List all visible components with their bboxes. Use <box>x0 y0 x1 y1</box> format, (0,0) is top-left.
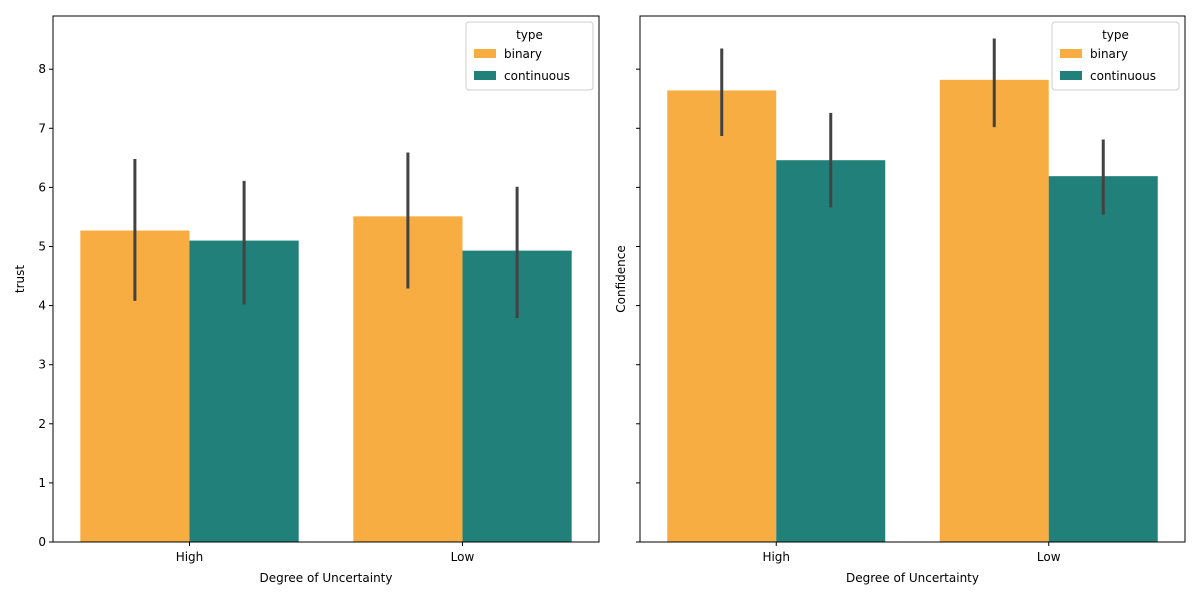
legend-box <box>465 21 594 91</box>
x-tick-label-high: High <box>762 550 790 564</box>
legend-label-binary: binary <box>1090 47 1128 61</box>
y-axis-label: trust <box>13 265 27 293</box>
legend: type binary continuous <box>465 21 594 91</box>
legend: type binary continuous <box>1051 21 1180 91</box>
legend-label-continuous: continuous <box>1090 69 1156 83</box>
axes-frame <box>52 15 600 543</box>
y-axis-label: Confidence <box>614 245 628 312</box>
y-tick-label: 0 <box>38 535 46 549</box>
y-tick-label: 7 <box>38 121 46 135</box>
legend-box <box>1051 21 1180 91</box>
chart-panel-2: High Low Degree of Uncertainty Confidence ty… <box>614 15 1186 585</box>
legend-title: type <box>516 28 543 42</box>
bar-continuous-high <box>776 160 886 543</box>
y-tick-label: 3 <box>38 358 46 372</box>
y-tick-label: 8 <box>38 62 46 76</box>
y-tick-label: 5 <box>38 239 46 253</box>
y-tick-label: 4 <box>38 299 46 313</box>
x-tick-label-low: Low <box>451 550 475 564</box>
legend-label-binary: binary <box>504 47 542 61</box>
x-axis-label: Degree of Uncertainty <box>846 571 979 585</box>
chart-panel-1: 0 1 2 3 4 5 6 7 8 High Low Degree of Uncertainty tru… <box>13 15 600 585</box>
bar-binary-low <box>939 79 1049 542</box>
y-tick-label: 2 <box>38 417 46 431</box>
bar-continuous-low <box>1048 176 1158 542</box>
x-tick-label-high: High <box>176 550 204 564</box>
legend-swatch-continuous <box>1060 71 1082 80</box>
x-tick-label-low: Low <box>1037 550 1061 564</box>
legend-swatch-binary <box>474 49 496 58</box>
axes-frame <box>639 15 1186 543</box>
legend-swatch-continuous <box>474 71 496 80</box>
bar-binary-high <box>667 90 777 543</box>
legend-title: type <box>1102 28 1129 42</box>
legend-swatch-binary <box>1060 49 1082 58</box>
y-tick-label: 6 <box>38 180 46 194</box>
legend-label-continuous: continuous <box>504 69 570 83</box>
x-axis-label: Degree of Uncertainty <box>260 571 393 585</box>
y-tick-label: 1 <box>38 476 46 490</box>
